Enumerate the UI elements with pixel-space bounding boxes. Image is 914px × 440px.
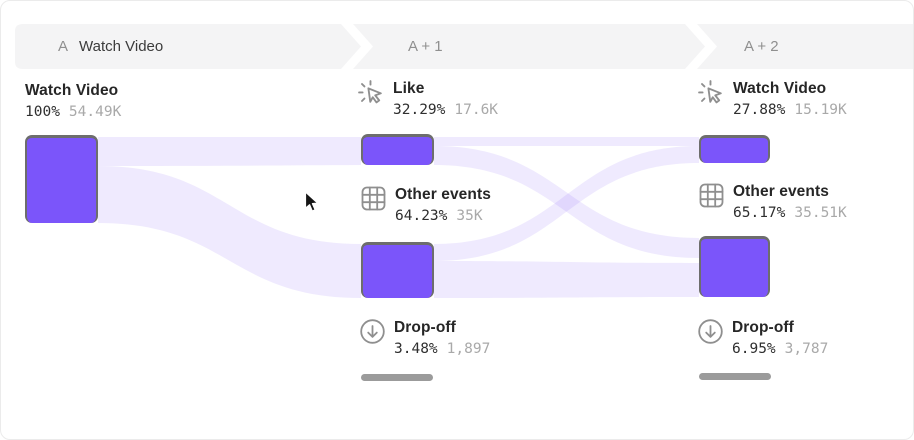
event-count: 35K: [456, 208, 483, 224]
funnel-step-label-a[interactable]: A Watch Video: [58, 38, 163, 55]
event-title: Watch Video: [733, 80, 827, 97]
event-label-a1-like[interactable]: Like 32.29% 17.6K: [357, 78, 498, 121]
event-percent: 3.48%: [394, 341, 438, 357]
dropoff-bar: [699, 373, 771, 380]
grid-icon: [361, 186, 386, 211]
step-badge: A + 2: [744, 38, 779, 55]
flow-like-to-watchvideo2[interactable]: [434, 137, 699, 146]
event-title: Drop-off: [732, 319, 794, 336]
event-percent: 6.95%: [732, 341, 776, 357]
event-percent: 100%: [25, 104, 60, 120]
event-count: 3,787: [784, 341, 829, 357]
funnel-step-chevron-a2[interactable]: [697, 24, 914, 69]
event-title: Watch Video: [25, 82, 119, 99]
flow-otherevents-to-otherevents2[interactable]: [434, 261, 699, 298]
node-a1-like[interactable]: [361, 134, 434, 165]
node-a-watch-video[interactable]: [25, 135, 98, 223]
step-badge: A: [58, 38, 69, 55]
event-label-a2-watch-video[interactable]: Watch Video 27.88% 15.19K: [697, 78, 847, 121]
event-title: Like: [393, 80, 425, 97]
click-icon: [698, 80, 722, 104]
event-label-a-watch-video[interactable]: Watch Video 100% 54.49K: [25, 80, 121, 123]
event-count: 54.49K: [68, 104, 122, 120]
funnel-step-chevron-a1[interactable]: [353, 24, 705, 69]
event-title: Other events: [733, 183, 829, 200]
step-badge: A + 1: [408, 38, 443, 55]
node-a1-other-events[interactable]: [361, 242, 434, 298]
flow-otherevents-to-watchvideo2[interactable]: [434, 146, 699, 261]
event-label-a1-drop-off[interactable]: Drop-off 3.48% 1,897: [359, 317, 490, 360]
funnel-step-label-a2[interactable]: A + 2: [744, 38, 779, 55]
event-count: 35.51K: [794, 205, 847, 221]
grid-icon: [699, 183, 724, 208]
event-label-a2-drop-off[interactable]: Drop-off 6.95% 3,787: [697, 317, 828, 360]
event-label-a2-other-events[interactable]: Other events 65.17% 35.51K: [698, 181, 847, 224]
node-a2-other-events[interactable]: [699, 236, 770, 297]
event-label-a1-other-events[interactable]: Other events 64.23% 35K: [360, 184, 491, 227]
funnel-step-chevron-a[interactable]: [15, 24, 361, 69]
event-count: 15.19K: [794, 102, 847, 118]
event-title: Drop-off: [394, 319, 456, 336]
event-percent: 27.88%: [733, 102, 786, 118]
drop-off-icon: [698, 319, 723, 344]
mouse-cursor: [304, 191, 319, 212]
event-percent: 32.29%: [393, 102, 446, 118]
step-event-name: Watch Video: [79, 38, 164, 55]
click-icon: [358, 80, 382, 104]
event-count: 1,897: [446, 341, 491, 357]
dropoff-bar: [361, 374, 433, 381]
funnel-step-label-a1[interactable]: A + 1: [408, 38, 443, 55]
flow-like-to-otherevents2[interactable]: [434, 146, 699, 258]
flow-watchvideo-to-otherevents[interactable]: [98, 166, 361, 298]
flow-watchvideo-to-like[interactable]: [98, 137, 361, 166]
event-count: 17.6K: [454, 102, 499, 118]
drop-off-icon: [360, 319, 385, 344]
event-percent: 65.17%: [733, 205, 786, 221]
event-percent: 64.23%: [395, 208, 448, 224]
event-title: Other events: [395, 186, 491, 203]
node-a2-watch-video[interactable]: [699, 135, 770, 163]
